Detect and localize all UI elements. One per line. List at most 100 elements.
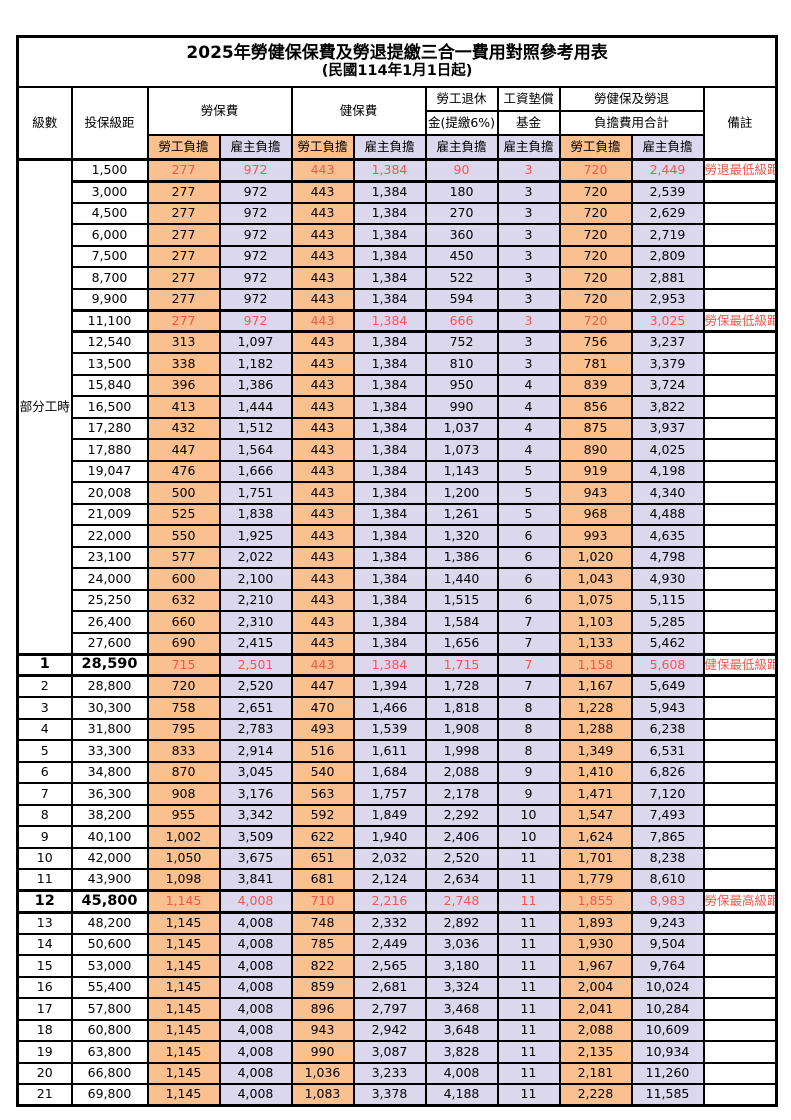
header-total-employee: 勞工負擔 bbox=[558, 134, 633, 161]
total-employee-cell: 968 bbox=[558, 502, 633, 526]
note-cell bbox=[702, 524, 778, 548]
health-employee-cell: 785 bbox=[290, 932, 355, 956]
health-employee-cell: 443 bbox=[290, 352, 355, 376]
health-employer-cell: 1,384 bbox=[352, 502, 427, 526]
part-time-label-cell: 部分工時 bbox=[16, 158, 73, 656]
table-row: 部分工時 1,500 277 972 443 1,384 90 3 720 2,449 勞退最低級距 bbox=[16, 158, 778, 656]
labor-employer-cell: 3,509 bbox=[218, 825, 293, 849]
labor-employer-cell: 1,838 bbox=[218, 502, 293, 526]
note-cell bbox=[702, 223, 778, 247]
pension-employer-cell: 1,656 bbox=[424, 631, 499, 655]
bracket-cell: 12,540 bbox=[70, 330, 149, 354]
labor-employer-cell: 1,097 bbox=[218, 330, 293, 354]
labor-employee-cell: 720 bbox=[146, 674, 221, 698]
table-row: 4 31,800 795 2,783 493 1,539 1,908 8 1,288 6,238 bbox=[16, 717, 778, 741]
bracket-cell: 55,400 bbox=[70, 975, 149, 999]
note-cell bbox=[702, 244, 778, 268]
bracket-cell: 23,100 bbox=[70, 545, 149, 569]
health-employer-cell: 2,216 bbox=[352, 889, 427, 914]
bracket-cell: 28,590 bbox=[70, 652, 149, 677]
labor-employee-cell: 758 bbox=[146, 696, 221, 720]
health-employee-cell: 592 bbox=[290, 803, 355, 827]
total-employer-cell: 3,025 bbox=[630, 308, 705, 333]
wage-fund-employer-cell: 11 bbox=[496, 1018, 561, 1042]
note-cell bbox=[702, 330, 778, 354]
table-row: 19 63,800 1,145 4,008 990 3,087 3,828 11 2,135 10… bbox=[16, 1040, 778, 1064]
health-employer-cell: 2,032 bbox=[352, 846, 427, 870]
pension-employer-cell: 1,728 bbox=[424, 674, 499, 698]
pension-employer-cell: 1,584 bbox=[424, 610, 499, 634]
wage-fund-employer-cell: 4 bbox=[496, 373, 561, 397]
health-employee-cell: 563 bbox=[290, 782, 355, 806]
pension-employer-cell: 1,440 bbox=[424, 567, 499, 591]
total-employee-cell: 1,547 bbox=[558, 803, 633, 827]
health-employee-cell: 443 bbox=[290, 308, 355, 333]
total-employee-cell: 720 bbox=[558, 223, 633, 247]
health-employee-cell: 443 bbox=[290, 502, 355, 526]
total-employee-cell: 890 bbox=[558, 438, 633, 462]
table-row: 23,100 577 2,022 443 1,384 1,386 6 1,020 4,798 bbox=[18, 545, 778, 569]
pension-employer-cell: 2,292 bbox=[424, 803, 499, 827]
labor-employee-cell: 1,145 bbox=[146, 997, 221, 1021]
labor-employee-cell: 1,145 bbox=[146, 1061, 221, 1085]
total-employee-cell: 1,167 bbox=[558, 674, 633, 698]
wage-fund-employer-cell: 11 bbox=[496, 997, 561, 1021]
table-row: 12,540 313 1,097 443 1,384 752 3 756 3,237 bbox=[18, 330, 778, 354]
note-cell bbox=[702, 932, 778, 956]
header-health-insurance: 健保費 bbox=[290, 86, 427, 136]
wage-fund-employer-cell: 8 bbox=[496, 739, 561, 763]
total-employer-cell: 4,930 bbox=[630, 567, 705, 591]
wage-fund-employer-cell: 11 bbox=[496, 911, 561, 935]
wage-fund-employer-cell: 4 bbox=[496, 416, 561, 440]
bracket-cell: 26,400 bbox=[70, 610, 149, 634]
total-employer-cell: 7,120 bbox=[630, 782, 705, 806]
health-employer-cell: 3,233 bbox=[352, 1061, 427, 1085]
health-employee-cell: 622 bbox=[290, 825, 355, 849]
wage-fund-employer-cell: 6 bbox=[496, 545, 561, 569]
health-employee-cell: 443 bbox=[290, 481, 355, 505]
level-cell: 6 bbox=[16, 760, 73, 784]
labor-employee-cell: 908 bbox=[146, 782, 221, 806]
labor-employee-cell: 1,145 bbox=[146, 954, 221, 978]
total-employer-cell: 5,285 bbox=[630, 610, 705, 634]
bracket-cell: 66,800 bbox=[70, 1061, 149, 1085]
note-cell bbox=[702, 1040, 778, 1064]
note-cell: 勞退最低級距 bbox=[702, 158, 778, 183]
total-employer-cell: 8,610 bbox=[630, 868, 705, 892]
premium-reference-table: 2025年勞健保保費及勞退提繳三合一費用對照參考用表 (民國114年1月1日起)… bbox=[16, 35, 779, 1107]
labor-employee-cell: 1,145 bbox=[146, 975, 221, 999]
note-cell bbox=[702, 803, 778, 827]
labor-employer-cell: 972 bbox=[218, 201, 293, 225]
header-health-employee: 勞工負擔 bbox=[290, 134, 355, 161]
health-employer-cell: 1,384 bbox=[352, 244, 427, 268]
health-employee-cell: 447 bbox=[290, 674, 355, 698]
health-employer-cell: 1,384 bbox=[352, 416, 427, 440]
health-employee-cell: 443 bbox=[290, 201, 355, 225]
total-employee-cell: 943 bbox=[558, 481, 633, 505]
labor-employee-cell: 1,098 bbox=[146, 868, 221, 892]
labor-employee-cell: 795 bbox=[146, 717, 221, 741]
bracket-cell: 42,000 bbox=[70, 846, 149, 870]
header-total-employer: 雇主負擔 bbox=[630, 134, 705, 161]
total-employee-cell: 1,967 bbox=[558, 954, 633, 978]
wage-fund-employer-cell: 9 bbox=[496, 760, 561, 784]
pension-employer-cell: 180 bbox=[424, 180, 499, 204]
wage-fund-employer-cell: 11 bbox=[496, 932, 561, 956]
wage-fund-employer-cell: 8 bbox=[496, 696, 561, 720]
page-subtitle: (民國114年1月1日起) bbox=[321, 63, 473, 80]
labor-employer-cell: 4,008 bbox=[218, 911, 293, 935]
health-employee-cell: 443 bbox=[290, 652, 355, 677]
wage-fund-employer-cell: 11 bbox=[496, 846, 561, 870]
total-employee-cell: 720 bbox=[558, 266, 633, 290]
wage-fund-employer-cell: 5 bbox=[496, 459, 561, 483]
total-employee-cell: 2,181 bbox=[558, 1061, 633, 1085]
health-employer-cell: 1,384 bbox=[352, 308, 427, 333]
table-row: 1 28,590 715 2,501 443 1,384 1,715 7 1,158 5,608 健… bbox=[16, 652, 778, 677]
wage-fund-employer-cell: 9 bbox=[496, 782, 561, 806]
table-row: 15 53,000 1,145 4,008 822 2,565 3,180 11 1,967 9,… bbox=[16, 954, 778, 978]
table-row: 22,000 550 1,925 443 1,384 1,320 6 993 4,635 bbox=[18, 524, 778, 548]
labor-employee-cell: 600 bbox=[146, 567, 221, 591]
health-employee-cell: 651 bbox=[290, 846, 355, 870]
bracket-cell: 3,000 bbox=[70, 180, 149, 204]
